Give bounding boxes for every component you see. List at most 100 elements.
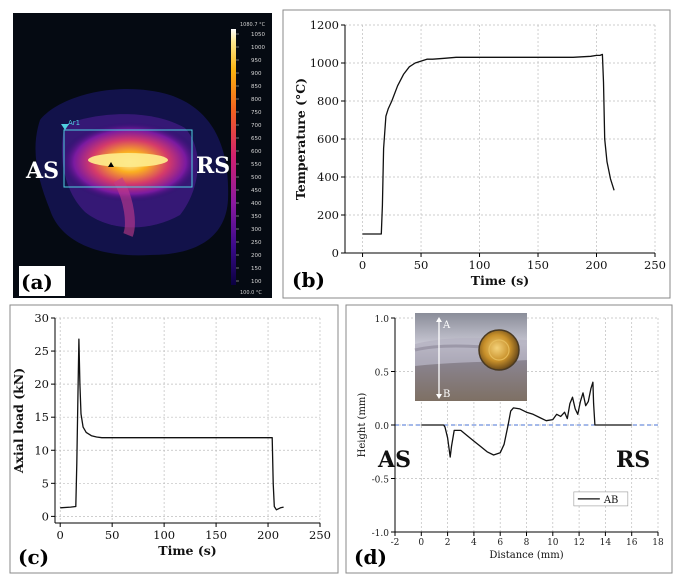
series-line-temperature <box>362 53 615 235</box>
colorbar-tick-label: 850 <box>251 84 262 90</box>
colorbar-tick-label: 400 <box>251 201 262 207</box>
y-tick-label: 0.5 <box>375 369 390 379</box>
y-tick-label: 1200 <box>310 18 339 32</box>
panel-a-tag-box <box>19 266 65 296</box>
panel-c-tag: (c) <box>18 545 49 569</box>
colorbar-tick-label: 300 <box>251 227 262 233</box>
y-tick-label: 0.0 <box>375 422 390 432</box>
colorbar-min-label: 100.0 °C <box>240 290 262 296</box>
colorbar-tick-label: 450 <box>251 188 262 194</box>
y-tick-label: 15 <box>34 410 49 424</box>
panel-d-rs-label: RS <box>616 447 650 473</box>
thermal-weld-line <box>88 153 168 167</box>
colorbar-tick-label: 800 <box>251 97 262 103</box>
panel-a-tag: (a) <box>21 270 53 294</box>
x-axis-title: Distance (mm) <box>489 550 563 561</box>
roi-marker-icon <box>61 124 69 130</box>
panel-a-as-label: AS <box>25 158 59 184</box>
x-tick-label: 200 <box>257 528 279 542</box>
x-tick-label: 4 <box>471 538 477 548</box>
inset-arrow-up-icon <box>436 317 442 322</box>
y-tick-label: -0.5 <box>372 476 390 486</box>
panel-a-thermal-image: Ar1 AS RS 1080.7 °C 100.0 °C 1050 1000 950… <box>13 13 272 298</box>
x-tick-label: 150 <box>205 528 227 542</box>
panel-b: 0 50 100 150 200 250 0 200 400 600 800 1000 1200 Time… <box>282 9 671 299</box>
colorbar-tick-label: 650 <box>251 136 262 142</box>
x-tick-label: 200 <box>586 258 608 272</box>
inset-keyhole-exit <box>478 329 520 371</box>
panel-d-tag: (d) <box>354 545 387 569</box>
x-tick-label: 150 <box>527 258 549 272</box>
roi-label: Ar1 <box>68 119 80 127</box>
temperature-chart: 0 50 100 150 200 250 0 200 400 600 800 1000 1200 Time… <box>293 18 666 288</box>
y-tick-label: 600 <box>317 132 339 146</box>
x-tick-label: 18 <box>652 538 664 548</box>
colorbar-tick-label: 150 <box>251 266 262 272</box>
y-tick-label: 30 <box>34 311 49 325</box>
legend-box <box>573 491 629 507</box>
colorbar-tick-label: 600 <box>251 149 262 155</box>
colorbar-tick-label: 250 <box>251 240 262 246</box>
max-temperature-marker-icon <box>108 162 114 167</box>
x-tick-label: 50 <box>105 528 120 542</box>
y-tick-label: 800 <box>317 94 339 108</box>
y-tick-label: 5 <box>42 476 49 490</box>
panel-b-tag: (b) <box>292 268 325 292</box>
colorbar-tick-label: 1050 <box>251 32 265 38</box>
colorbar-max-label: 1080.7 °C <box>240 22 266 28</box>
y-tick-label: 20 <box>34 377 49 391</box>
y-tick-label: 0 <box>42 509 49 523</box>
panel-d-as-label: AS <box>377 447 411 473</box>
y-tick-label: 1.0 <box>375 315 390 325</box>
x-tick-label: 14 <box>600 538 612 548</box>
x-tick-label: 2 <box>445 538 451 548</box>
y-tick-label: -1.0 <box>372 529 390 539</box>
x-axis-title: Time (s) <box>471 273 529 288</box>
x-tick-label: 100 <box>469 258 491 272</box>
y-axis-title: Temperature (°C) <box>293 78 308 200</box>
panel-d-frame <box>345 304 673 574</box>
colorbar-tick-label: 500 <box>251 175 262 181</box>
colorbar-tick-label: 100 <box>251 279 262 285</box>
x-tick-label: 6 <box>497 538 503 548</box>
axial-load-chart: 0 50 100 150 200 250 0 5 10 15 20 25 30 Time (s) Axial… <box>11 311 331 558</box>
inset-point-b: B <box>443 389 450 400</box>
x-tick-label: 0 <box>418 538 424 548</box>
y-tick-label: 1000 <box>310 56 339 70</box>
colorbar-tick-label: 550 <box>251 162 262 168</box>
colorbar-tick-label: 350 <box>251 214 262 220</box>
x-tick-label: 8 <box>524 538 530 548</box>
inset-keyhole-ring <box>488 339 510 361</box>
colorbar-ticks: 1050 1000 950 900 850 800 750 700 650 600 550 500 45… <box>236 32 265 285</box>
inset-arrow-down-icon <box>436 394 442 399</box>
panel-a-rs-label: RS <box>196 153 230 179</box>
panel-d: -2 0 2 4 6 8 10 12 14 16 18 -1.0 -0.5 0.0 0.5 1.0 Distan… <box>345 304 673 574</box>
x-tick-label: -2 <box>391 538 400 548</box>
series-line-ab <box>421 381 632 458</box>
y-tick-label: 10 <box>34 443 49 457</box>
x-tick-label: 16 <box>626 538 638 548</box>
colorbar-tick-label: 900 <box>251 71 262 77</box>
height-profile-chart: -2 0 2 4 6 8 10 12 14 16 18 -1.0 -0.5 0.0 0.5 1.0 Distan… <box>357 315 664 561</box>
colorbar-tick-label: 950 <box>251 58 262 64</box>
colorbar-tick-label: 1000 <box>251 45 265 51</box>
weld-photo-inset: A B <box>414 313 527 401</box>
x-tick-label: 10 <box>547 538 559 548</box>
y-axis-title: Axial load (kN) <box>11 368 26 474</box>
x-tick-label: 0 <box>57 528 64 542</box>
colorbar <box>231 29 236 285</box>
panel-b-frame <box>282 9 671 299</box>
inset-point-a: A <box>442 320 451 331</box>
colorbar-tick-label: 750 <box>251 110 262 116</box>
thermal-lower-streak <box>113 177 135 237</box>
x-tick-label: 12 <box>573 538 584 548</box>
x-tick-label: 0 <box>359 258 366 272</box>
y-axis-title: Height (mm) <box>357 393 368 458</box>
x-tick-label: 250 <box>644 258 666 272</box>
x-tick-label: 100 <box>153 528 175 542</box>
series-line-axial-load <box>60 338 284 511</box>
colorbar-tick-label: 700 <box>251 123 262 129</box>
x-tick-label: 50 <box>414 258 429 272</box>
roi-rectangle[interactable] <box>63 129 193 188</box>
